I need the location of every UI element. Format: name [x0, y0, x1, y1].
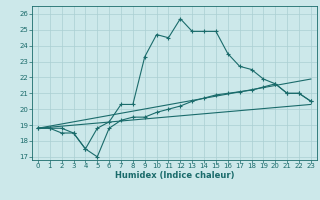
X-axis label: Humidex (Indice chaleur): Humidex (Indice chaleur) — [115, 171, 234, 180]
